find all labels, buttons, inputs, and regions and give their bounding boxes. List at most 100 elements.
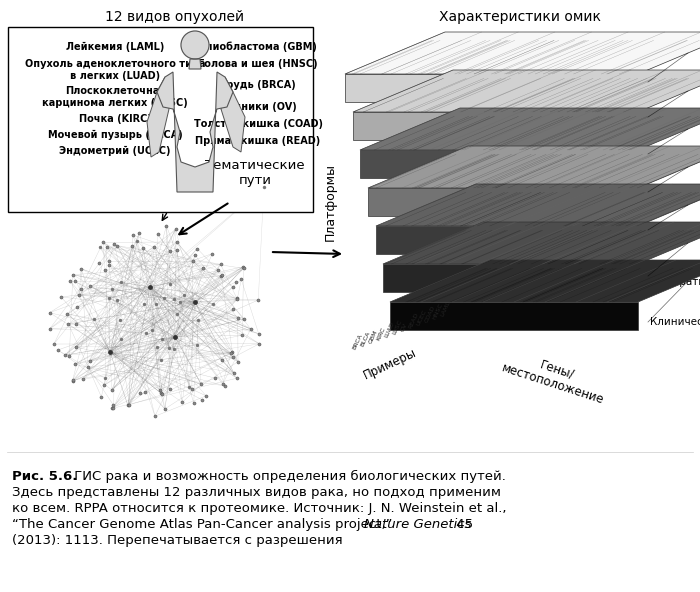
Polygon shape	[345, 74, 638, 102]
Point	[94, 242, 106, 252]
Point	[209, 373, 220, 382]
Point	[69, 359, 80, 369]
Point	[164, 279, 176, 289]
Point	[44, 324, 55, 333]
Point	[190, 297, 201, 307]
Point	[134, 389, 145, 398]
Polygon shape	[390, 260, 700, 302]
Point	[164, 246, 175, 256]
Point	[253, 329, 265, 339]
Point	[149, 411, 160, 421]
Point	[104, 348, 116, 357]
Point	[228, 305, 239, 314]
Point	[237, 330, 248, 340]
Point	[232, 295, 243, 304]
Point	[157, 390, 168, 399]
Text: LAML: LAML	[440, 300, 452, 317]
Point	[172, 310, 183, 319]
Text: карцинома легких (LUSC): карцинома легких (LUSC)	[42, 98, 188, 108]
Text: Nature Genetics: Nature Genetics	[364, 518, 471, 531]
Text: Толстая кишка (COAD): Толстая кишка (COAD)	[193, 119, 323, 129]
Polygon shape	[157, 72, 233, 192]
Text: LUAD: LUAD	[384, 321, 395, 338]
Point	[74, 291, 85, 300]
Point	[228, 353, 239, 362]
Point	[112, 241, 123, 250]
Text: (2013): 1113. Перепечатывается с разрешения: (2013): 1113. Перепечатывается с разреше…	[12, 534, 342, 547]
Text: Глиобластома (GBM): Глиобластома (GBM)	[199, 42, 317, 53]
Point	[127, 242, 138, 251]
Point	[193, 316, 204, 325]
Point	[69, 276, 80, 286]
Point	[207, 300, 218, 309]
Point	[112, 295, 123, 304]
Point	[99, 265, 111, 274]
Point	[108, 239, 120, 249]
Point	[85, 281, 96, 291]
Point	[97, 237, 108, 247]
Point	[225, 349, 237, 358]
Text: Экспрессия генов: Экспрессия генов	[650, 149, 700, 159]
Point	[171, 237, 182, 247]
Point	[106, 403, 118, 413]
Text: BLCA: BLCA	[360, 330, 372, 347]
Point	[84, 356, 95, 366]
Point	[161, 221, 172, 230]
Circle shape	[181, 31, 209, 59]
Text: в легких (LUAD): в легких (LUAD)	[70, 71, 160, 81]
Point	[232, 313, 244, 323]
Text: Яичники (OV): Яичники (OV)	[220, 102, 296, 112]
Point	[68, 377, 79, 386]
Text: Метилирование ДНК: Метилирование ДНК	[650, 187, 700, 197]
Text: Характеристики омик: Характеристики омик	[439, 10, 601, 24]
Point	[122, 401, 134, 410]
Point	[216, 355, 228, 364]
Text: Клинические данные: Клинические данные	[650, 317, 700, 327]
Point	[178, 291, 189, 300]
Polygon shape	[353, 112, 638, 140]
Point	[108, 403, 119, 413]
Point	[232, 374, 243, 383]
Polygon shape	[147, 77, 169, 157]
Point	[77, 374, 88, 384]
Point	[258, 182, 270, 192]
Polygon shape	[376, 184, 700, 226]
Point	[114, 315, 125, 324]
Point	[116, 334, 127, 344]
Point	[139, 387, 150, 397]
Point	[253, 295, 264, 305]
Point	[238, 263, 249, 273]
Point	[102, 243, 113, 252]
Text: 12 видов опухолей: 12 видов опухолей	[106, 10, 244, 24]
Polygon shape	[353, 70, 700, 112]
Point	[188, 398, 199, 408]
Point	[52, 345, 64, 355]
Point	[55, 292, 66, 302]
Point	[62, 309, 73, 318]
Text: ко всем. RPPA относится к протеомике. Источник: J. N. Weinstein et al.,: ко всем. RPPA относится к протеомике. Ис…	[12, 502, 507, 515]
Point	[155, 385, 166, 395]
Point	[220, 381, 231, 391]
Text: BRCA: BRCA	[352, 333, 364, 350]
Point	[106, 284, 118, 294]
Text: Грудь (BRCA): Грудь (BRCA)	[220, 80, 296, 90]
Point	[155, 355, 167, 365]
Point	[96, 392, 107, 402]
Point	[228, 368, 239, 378]
Point	[70, 320, 81, 329]
Point	[168, 345, 179, 354]
Point	[144, 282, 155, 292]
Point	[174, 297, 186, 307]
Text: Тематические
пути: Тематические пути	[205, 159, 304, 187]
Point	[189, 250, 200, 259]
Point	[104, 256, 115, 266]
Text: Мочевой пузырь (BLCA): Мочевой пузырь (BLCA)	[48, 130, 183, 140]
Polygon shape	[189, 59, 201, 69]
Point	[134, 228, 145, 237]
Text: “The Cancer Genome Atlas Pan-Cancer analysis project,”: “The Cancer Genome Atlas Pan-Cancer anal…	[12, 518, 397, 531]
Bar	[8, 27, 313, 212]
Point	[106, 385, 118, 395]
Text: Опухоль аденоклеточного типа: Опухоль аденоклеточного типа	[25, 59, 205, 69]
Point	[227, 348, 238, 357]
Text: Набор белков
на обратной фазе: Набор белков на обратной фазе	[650, 265, 700, 287]
